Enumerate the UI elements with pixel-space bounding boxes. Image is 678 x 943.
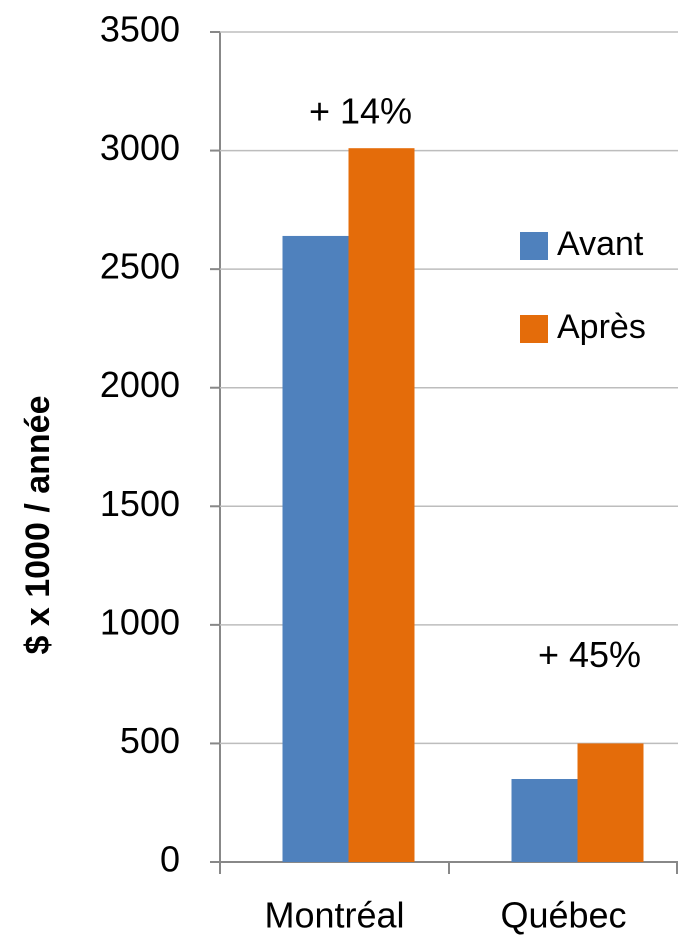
annotation: + 45% [538, 634, 641, 675]
annotation: + 14% [309, 91, 412, 132]
bar [282, 235, 349, 862]
x-tick-label: Québec [500, 895, 626, 936]
y-tick-label: 3500 [100, 9, 180, 50]
y-tick-label: 0 [160, 839, 180, 880]
y-tick-label: 2500 [100, 246, 180, 287]
y-tick-label: 1500 [100, 483, 180, 524]
bar [511, 779, 578, 862]
y-tick-label: 2000 [100, 364, 180, 405]
legend-label: Avant [557, 225, 644, 263]
y-tick-label: 500 [120, 720, 180, 761]
bar [348, 148, 415, 862]
legend-label: Après [557, 308, 646, 346]
x-tick-label: Montréal [264, 895, 404, 936]
bar [577, 743, 644, 862]
legend-swatch [520, 232, 548, 260]
legend-swatch [520, 315, 548, 343]
y-tick-label: 3000 [100, 127, 180, 168]
y-tick-label: 1000 [100, 601, 180, 642]
y-axis-label: $ x 1000 / année [19, 396, 57, 655]
